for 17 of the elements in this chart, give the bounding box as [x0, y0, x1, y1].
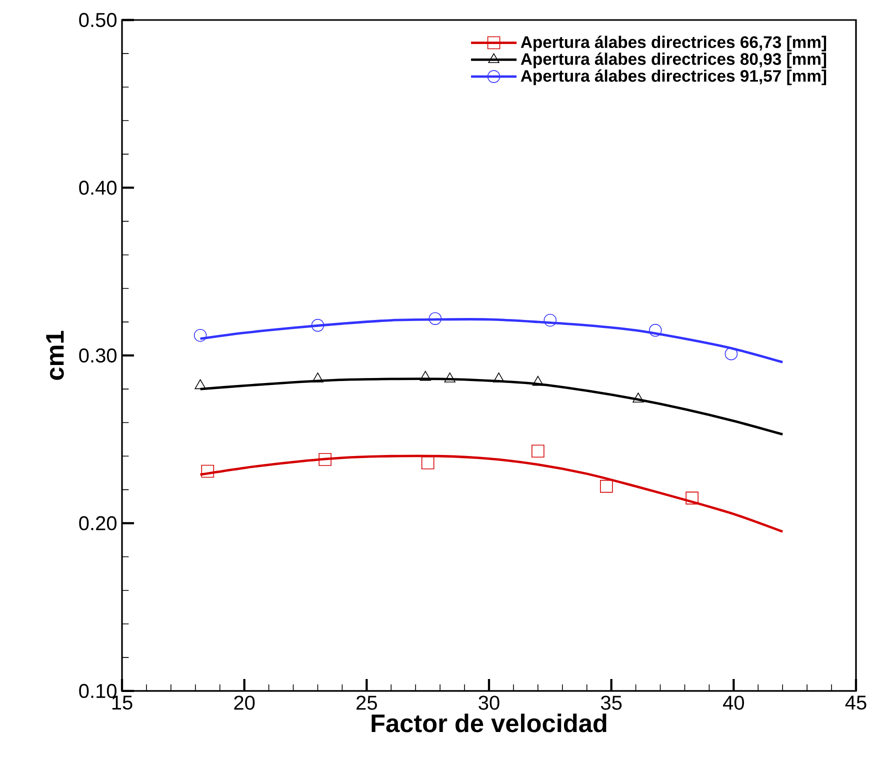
y-tick-label: 0.50	[79, 12, 116, 28]
legend-label: Apertura álabes directrices 66,73 [mm]	[520, 36, 826, 52]
x-tick-label: 25	[356, 696, 377, 710]
x-tick-label: 30	[478, 696, 500, 710]
legend-label: Apertura álabes directrices 91,57 [mm]	[520, 69, 826, 86]
x-tick-label: 20	[234, 696, 255, 710]
x-tick-label: 35	[600, 696, 622, 710]
y-tick-label: 0.20	[79, 516, 116, 530]
x-axis-title: Factor de velocidad	[372, 714, 606, 732]
x-tick-label: 45	[845, 696, 866, 710]
x-tick-label: 15	[112, 696, 132, 710]
y-tick-label: 0.10	[79, 684, 116, 698]
x-tick-label: 40	[723, 696, 744, 710]
y-tick-label: 0.40	[79, 180, 116, 195]
y-tick-label: 0.30	[79, 348, 116, 363]
y-axis-title: cm1	[46, 330, 64, 380]
legend-label: Apertura álabes directrices 80,93 [mm]	[520, 52, 826, 68]
